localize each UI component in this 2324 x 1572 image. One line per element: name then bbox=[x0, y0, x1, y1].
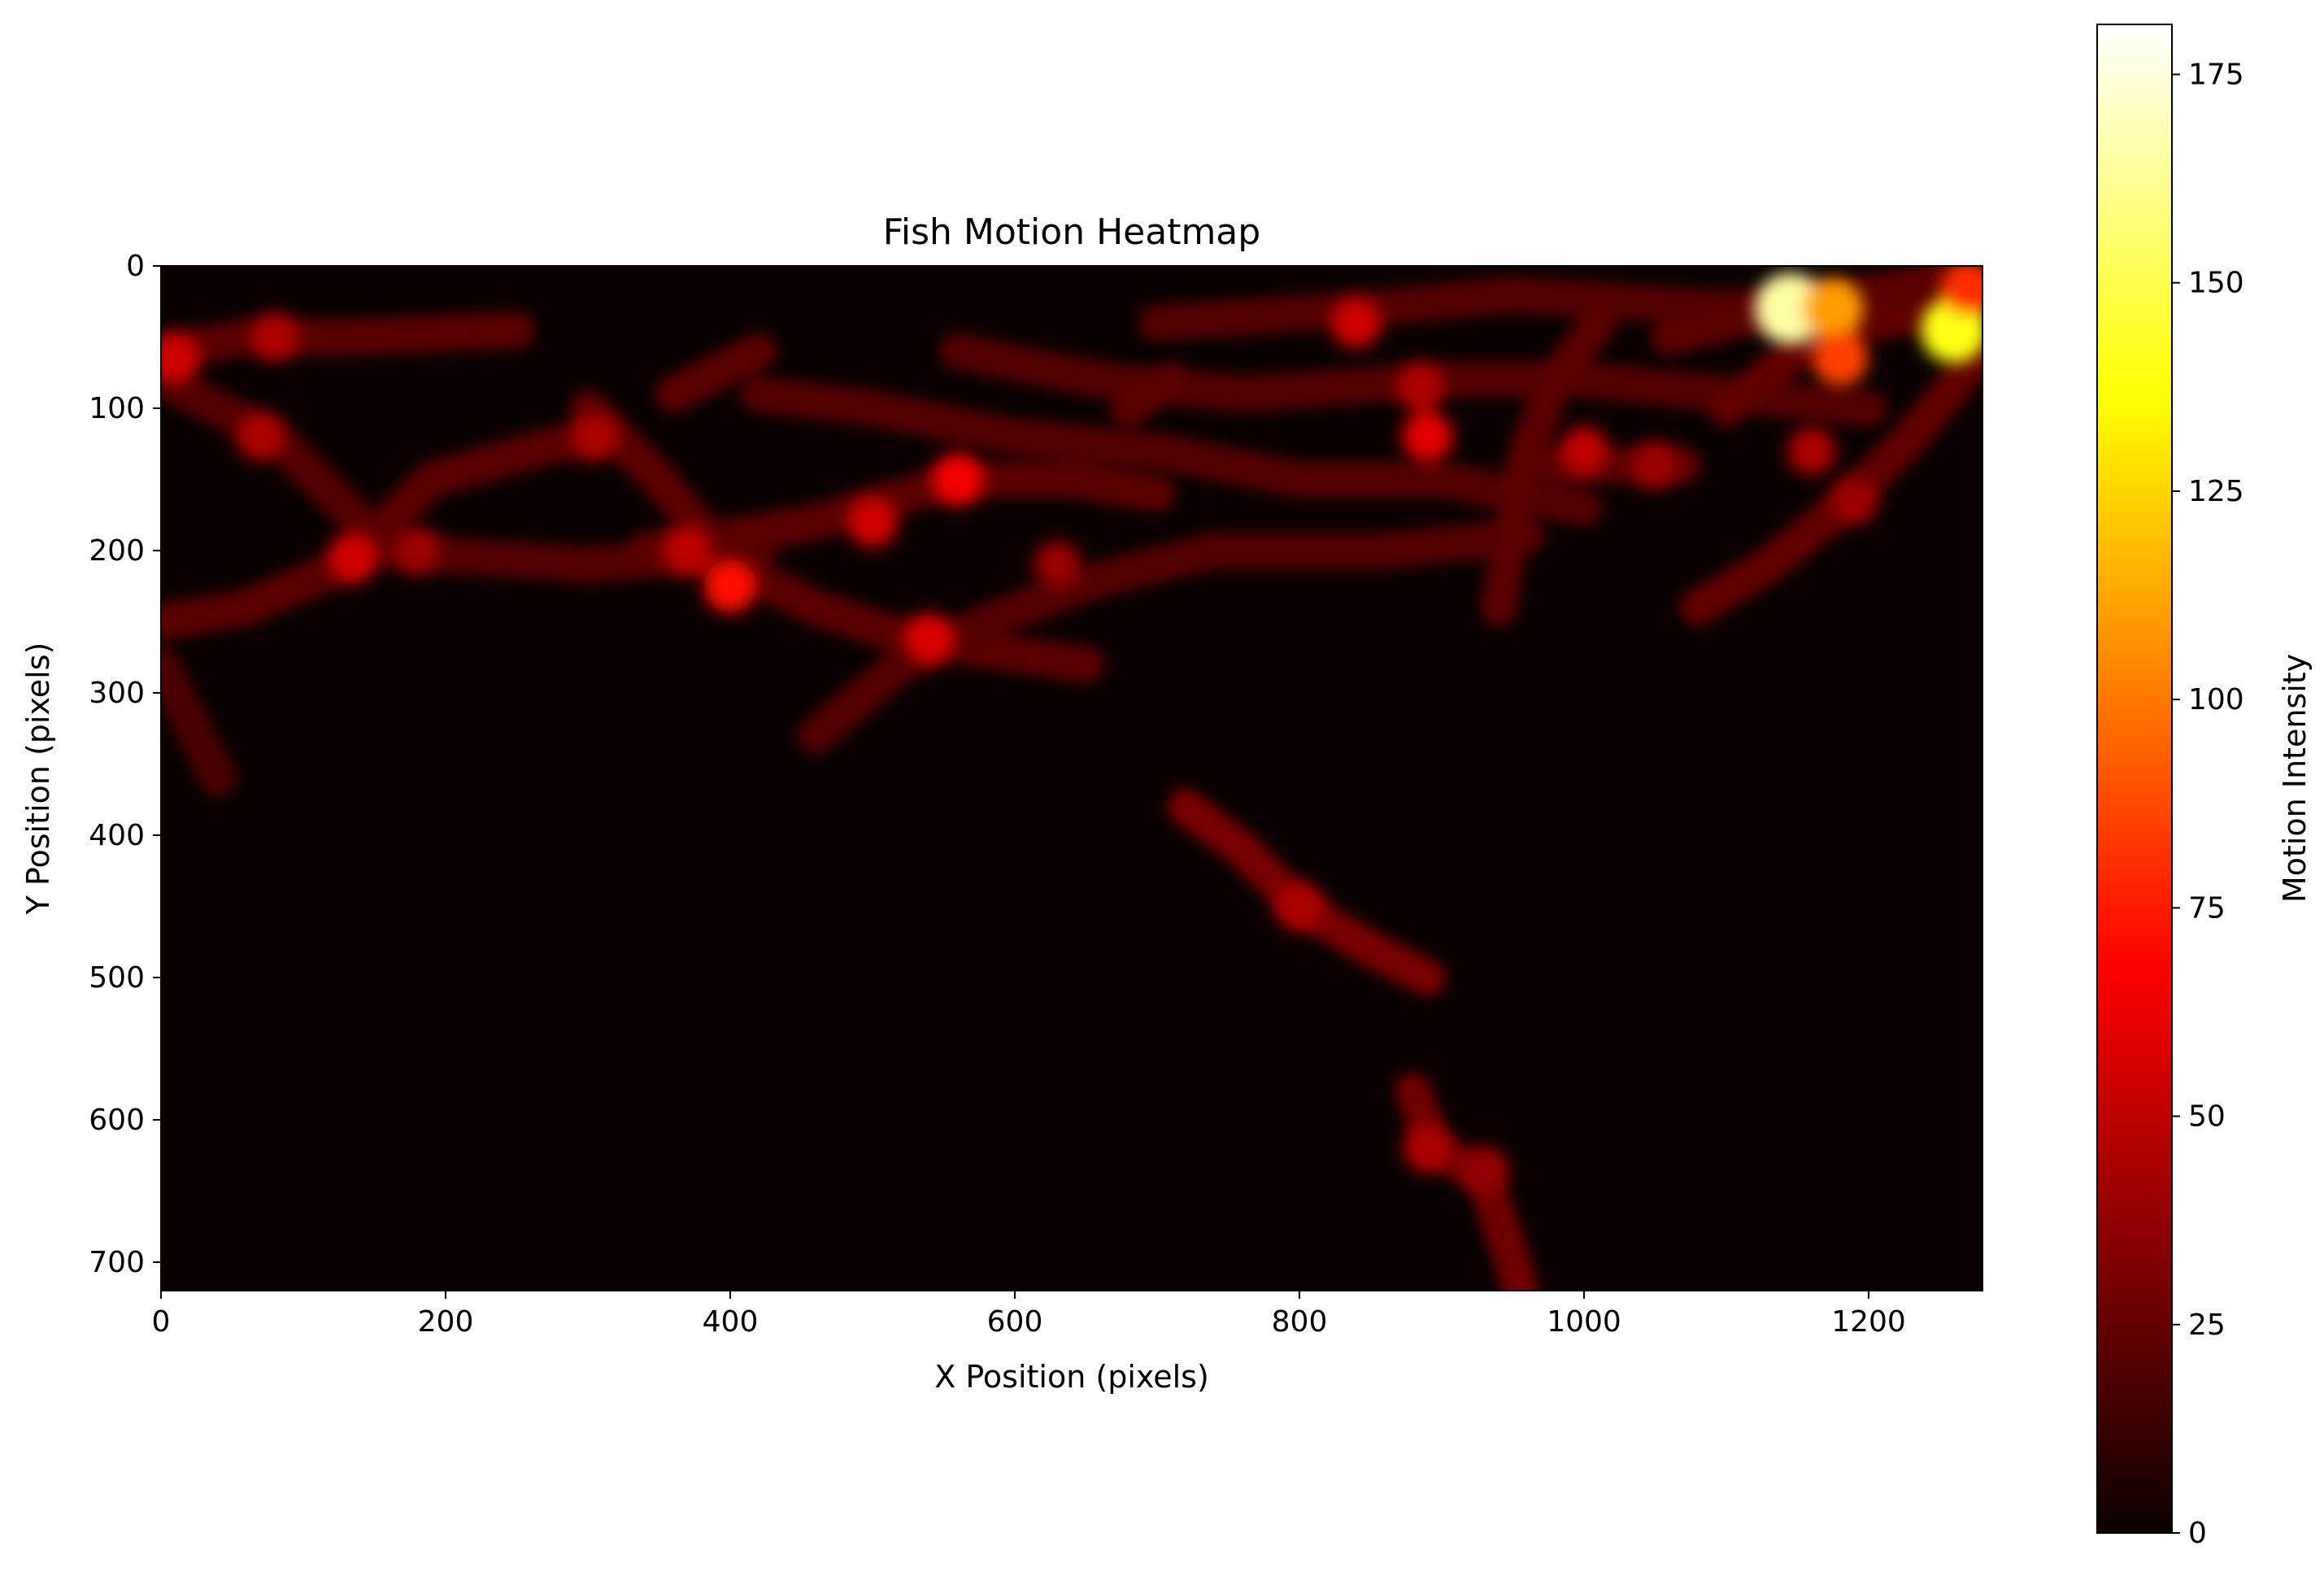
motion-hotspot-25 bbox=[1404, 1124, 1451, 1173]
motion-hotspot-11 bbox=[1034, 541, 1081, 589]
motion-track-3 bbox=[161, 647, 236, 796]
motion-hotspot-18 bbox=[1803, 278, 1864, 339]
motion-hotspot-7 bbox=[703, 560, 757, 613]
motion-hotspot-12 bbox=[1331, 298, 1382, 348]
motion-track-2 bbox=[161, 419, 606, 640]
motion-hotspot-24 bbox=[1275, 882, 1324, 930]
chart-title: Fish Motion Heatmap bbox=[883, 211, 1260, 253]
heat-hotspots bbox=[161, 266, 1982, 1193]
motion-track-0 bbox=[161, 311, 535, 369]
motion-hotspot-10 bbox=[904, 613, 955, 664]
y-tick-label-200: 200 bbox=[89, 534, 145, 568]
x-tick-label-200: 200 bbox=[418, 1305, 474, 1339]
motion-hotspot-22 bbox=[1940, 266, 1982, 315]
colorbar-tick-label-150: 150 bbox=[2188, 267, 2244, 300]
x-tick-label-1200: 1200 bbox=[1831, 1305, 1906, 1339]
colorbar-tick-label-175: 175 bbox=[2188, 58, 2244, 91]
colorbar bbox=[2096, 24, 2173, 1534]
y-tick-label-700: 700 bbox=[89, 1246, 145, 1279]
colorbar-label: Motion Intensity bbox=[2277, 654, 2313, 903]
motion-track-5 bbox=[655, 333, 777, 412]
motion-hotspot-13 bbox=[1396, 363, 1445, 412]
colorbar-tick-label-50: 50 bbox=[2188, 1100, 2226, 1134]
motion-track-6 bbox=[741, 376, 1602, 526]
motion-track-8 bbox=[798, 518, 1545, 754]
x-tick-label-1000: 1000 bbox=[1547, 1305, 1621, 1339]
motion-hotspot-4 bbox=[394, 527, 441, 574]
colorbar-axis: 0 25 50 75 100 125 150 175 bbox=[2172, 58, 2244, 1550]
y-tick-label-0: 0 bbox=[126, 250, 145, 283]
x-tick-label-600: 600 bbox=[987, 1305, 1043, 1339]
motion-track-12 bbox=[1481, 305, 1617, 625]
motion-hotspot-6 bbox=[663, 526, 712, 575]
y-tick-label-100: 100 bbox=[89, 392, 145, 425]
motion-hotspot-3 bbox=[328, 533, 378, 583]
colorbar-tick-label-125: 125 bbox=[2188, 475, 2244, 508]
motion-hotspot-2 bbox=[237, 412, 285, 461]
x-tick-label-400: 400 bbox=[703, 1305, 759, 1339]
motion-hotspot-5 bbox=[571, 412, 620, 461]
motion-hotspot-1 bbox=[250, 313, 299, 361]
colorbar-tick-label-100: 100 bbox=[2188, 683, 2244, 716]
x-tick-label-0: 0 bbox=[152, 1305, 171, 1339]
y-axis: 0 100 200 300 400 500 600 700 bbox=[89, 250, 161, 1279]
motion-hotspot-17 bbox=[1755, 272, 1826, 345]
motion-hotspot-15 bbox=[1560, 426, 1608, 476]
x-axis-label: X Position (pixels) bbox=[934, 1359, 1209, 1395]
motion-track-4 bbox=[570, 390, 1104, 682]
motion-hotspot-9 bbox=[932, 453, 984, 506]
motion-hotspot-26 bbox=[1460, 1146, 1508, 1193]
motion-hotspot-8 bbox=[847, 497, 898, 547]
x-axis: 0 200 400 600 800 1000 1200 bbox=[152, 1291, 1906, 1339]
y-tick-label-300: 300 bbox=[89, 677, 145, 710]
plot-background bbox=[161, 266, 1982, 1291]
x-tick-label-800: 800 bbox=[1272, 1305, 1328, 1339]
colorbar-tick-label-75: 75 bbox=[2188, 891, 2226, 925]
motion-hotspot-14 bbox=[1402, 411, 1453, 463]
motion-hotspot-23 bbox=[1830, 477, 1878, 525]
y-axis-label: Y Position (pixels) bbox=[20, 642, 56, 916]
y-tick-label-400: 400 bbox=[89, 819, 145, 852]
colorbar-tick-label-0: 0 bbox=[2188, 1517, 2207, 1550]
motion-hotspot-0 bbox=[161, 333, 201, 384]
motion-track-11 bbox=[1111, 362, 1190, 426]
motion-hotspot-19 bbox=[1812, 330, 1869, 386]
y-tick-label-500: 500 bbox=[89, 961, 145, 995]
plot-frame bbox=[160, 265, 1983, 1291]
y-tick-label-600: 600 bbox=[89, 1104, 145, 1137]
colorbar-tick-label-25: 25 bbox=[2188, 1309, 2226, 1342]
motion-hotspot-16 bbox=[1631, 442, 1679, 489]
motion-hotspot-20 bbox=[1787, 427, 1836, 475]
